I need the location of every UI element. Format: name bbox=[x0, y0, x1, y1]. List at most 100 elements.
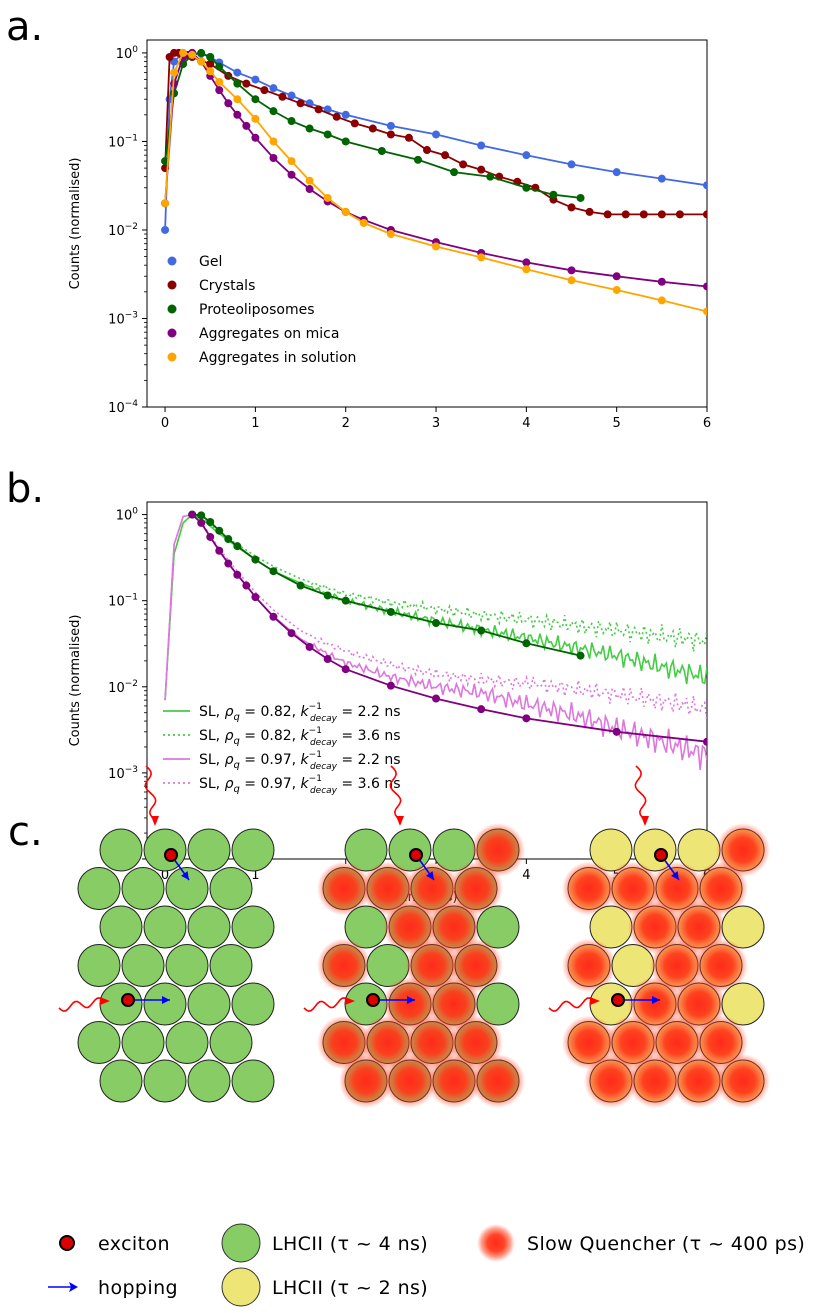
experimental-aggregates-on-mica-point bbox=[287, 629, 296, 638]
quencher-glow bbox=[471, 1054, 525, 1108]
lattice-1 bbox=[58, 765, 275, 1103]
chart-b-y-tick-label: 10−3 bbox=[108, 765, 138, 782]
key-quencher-label: Slow Quencher (τ ~ 400 ps) bbox=[527, 1233, 805, 1255]
lhcii-complex bbox=[476, 905, 520, 949]
panel-label-c: c. bbox=[8, 809, 43, 855]
series-crystals-point bbox=[206, 59, 215, 68]
series-crystals-point bbox=[657, 210, 666, 219]
series-aggregates-on-mica-point bbox=[287, 170, 296, 179]
series-aggregates-on-mica-point bbox=[233, 110, 242, 119]
lhcii-complex bbox=[121, 944, 165, 987]
lhcii-outline bbox=[476, 1059, 520, 1103]
chart-a-y-tick-label: 10−2 bbox=[108, 222, 138, 239]
series-aggregates-in-solution-point bbox=[188, 50, 197, 59]
experimental-proteoliposomes-point bbox=[224, 535, 233, 544]
legend-label: SL, ρq = 0.82, k−1 decay = 3.6 ns bbox=[199, 726, 401, 748]
lhcii-complex bbox=[121, 1021, 165, 1064]
series-aggregates-in-solution-point bbox=[567, 276, 576, 285]
lhcii-outline bbox=[454, 1021, 498, 1064]
experimental-aggregates-on-mica-point bbox=[477, 705, 486, 714]
experimental-aggregates-on-mica-point bbox=[386, 681, 395, 690]
experimental-aggregates-on-mica-point bbox=[323, 655, 332, 664]
chart-a-x-tick-label: 6 bbox=[703, 416, 711, 431]
quencher-glow bbox=[672, 1054, 726, 1108]
quencher-glow bbox=[383, 1054, 437, 1108]
series-aggregates-on-mica-point bbox=[657, 277, 666, 286]
chart-a-plot-area bbox=[161, 48, 707, 316]
experimental-aggregates-on-mica-point bbox=[224, 559, 233, 568]
series-aggregates-in-solution-point bbox=[179, 48, 188, 57]
series-crystals-point bbox=[404, 133, 413, 142]
series-gel-point bbox=[657, 174, 666, 183]
quencher-glow-icon bbox=[477, 1224, 515, 1262]
series-crystals-point bbox=[296, 99, 305, 108]
experimental-aggregates-on-mica-point bbox=[206, 532, 215, 541]
lhcii-complex bbox=[99, 1059, 143, 1103]
series-aggregates-in-solution-point bbox=[305, 176, 314, 185]
series-aggregates-in-solution-point bbox=[522, 265, 531, 274]
series-proteoliposomes-point bbox=[323, 130, 332, 139]
series-crystals-point bbox=[639, 210, 648, 219]
simulation-dotted-line bbox=[164, 513, 707, 723]
series-aggregates-in-solution-point bbox=[703, 307, 707, 316]
exciton bbox=[121, 993, 135, 1007]
series-crystals-point bbox=[350, 119, 359, 128]
series-aggregates-in-solution-point bbox=[197, 57, 206, 66]
legend-label: SL, ρq = 0.97, k−1 decay = 2.2 ns bbox=[199, 750, 401, 772]
series-proteoliposomes-point bbox=[341, 137, 350, 146]
experimental-aggregates-on-mica-point bbox=[233, 570, 242, 579]
series-crystals-point bbox=[477, 165, 486, 174]
series-aggregates-on-mica-point bbox=[215, 86, 224, 95]
lhcii-complex bbox=[77, 944, 121, 987]
lhcii-outline bbox=[677, 982, 721, 1026]
series-crystals-point bbox=[260, 86, 269, 95]
experimental-proteoliposomes-line bbox=[192, 513, 581, 657]
quencher-glow bbox=[317, 861, 371, 916]
lhcii-outline bbox=[454, 867, 498, 910]
photon-wave bbox=[389, 765, 402, 821]
hopping-arrowhead bbox=[652, 996, 660, 1004]
lhcii-4ns-icon bbox=[221, 1223, 261, 1263]
photon-wave bbox=[548, 997, 595, 1012]
chart-a-y-tick-label: 10−1 bbox=[108, 133, 138, 150]
lhcii-complex bbox=[99, 982, 143, 1026]
lhcii-complex bbox=[344, 828, 388, 872]
lhcii-complex bbox=[209, 1021, 253, 1064]
lhcii-outline bbox=[677, 905, 721, 949]
series-crystals-point bbox=[675, 210, 684, 219]
panel-label-b: b. bbox=[6, 466, 44, 512]
lhcii-outline bbox=[721, 1059, 765, 1103]
series-aggregates-in-solution-point bbox=[170, 68, 179, 77]
legend-label: Crystals bbox=[199, 278, 255, 294]
experimental-aggregates-on-mica-point bbox=[242, 581, 251, 590]
lhcii-complex bbox=[77, 1021, 121, 1064]
key-lhcii-4-label: LHCII (τ ~ 4 ns) bbox=[272, 1233, 428, 1255]
lhcii-complex bbox=[721, 905, 765, 949]
series-gel-point bbox=[269, 84, 278, 93]
lattice-diagram bbox=[58, 765, 770, 1108]
series-proteoliposomes-point bbox=[251, 95, 260, 104]
lhcii-complex bbox=[187, 905, 231, 949]
series-proteoliposomes-point bbox=[413, 155, 422, 164]
exciton-icon bbox=[59, 1235, 75, 1251]
series-gel-point bbox=[341, 110, 350, 119]
chart-a: 0 1 2 3 4 5 6 10−4 10−3 10−2 10−1 100 Counts (normal… bbox=[68, 39, 711, 431]
lhcii-complex bbox=[99, 828, 143, 872]
legend-label: Aggregates in solution bbox=[199, 350, 356, 366]
photon-arrowhead bbox=[345, 997, 355, 1005]
lhcii-outline bbox=[721, 828, 765, 872]
lhcii-complex bbox=[209, 944, 253, 987]
chart-b-x-tick-label: 4 bbox=[522, 868, 530, 883]
legend-marker bbox=[167, 352, 177, 362]
lhcii-complex bbox=[143, 982, 187, 1026]
series-aggregates-in-solution-point bbox=[251, 114, 260, 123]
chart-b-y-axis-label: Counts (normalised) bbox=[68, 615, 83, 747]
series-aggregates-in-solution-point bbox=[341, 207, 350, 216]
lhcii-complex bbox=[99, 905, 143, 949]
photon-arrowhead bbox=[396, 816, 404, 826]
series-aggregates-on-mica-line bbox=[164, 51, 707, 288]
series-aggregates-in-solution-point bbox=[477, 253, 486, 262]
chart-b-y-tick-label: 10−2 bbox=[108, 679, 138, 696]
